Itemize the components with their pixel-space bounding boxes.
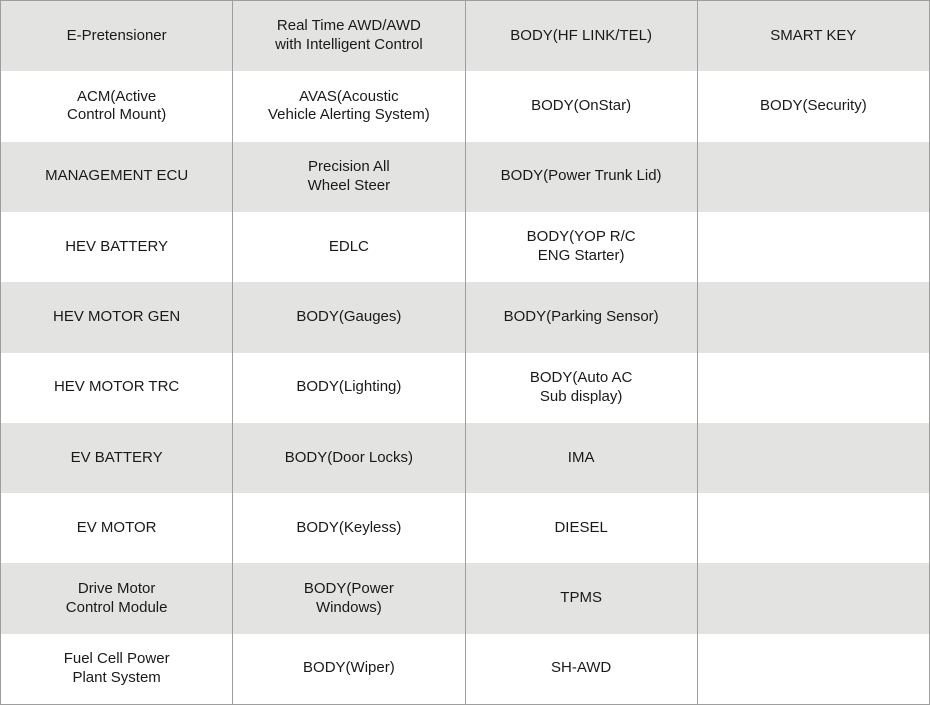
system-cell[interactable]: Real Time AWD/AWD with Intelligent Contr… bbox=[233, 1, 465, 71]
system-cell[interactable]: BODY(Wiper) bbox=[233, 634, 465, 704]
system-cell[interactable]: BODY(OnStar) bbox=[466, 71, 698, 141]
system-cell[interactable] bbox=[698, 563, 930, 633]
system-cell[interactable]: ACM(Active Control Mount) bbox=[1, 71, 233, 141]
system-cell[interactable]: SMART KEY bbox=[698, 1, 930, 71]
system-cell[interactable]: BODY(Door Locks) bbox=[233, 423, 465, 493]
system-cell[interactable] bbox=[698, 634, 930, 704]
system-cell[interactable]: BODY(Parking Sensor) bbox=[466, 282, 698, 352]
system-cell[interactable]: Drive Motor Control Module bbox=[1, 563, 233, 633]
system-cell[interactable]: MANAGEMENT ECU bbox=[1, 142, 233, 212]
system-cell[interactable]: EV BATTERY bbox=[1, 423, 233, 493]
system-cell[interactable]: EDLC bbox=[233, 212, 465, 282]
system-cell[interactable]: BODY(Power Trunk Lid) bbox=[466, 142, 698, 212]
system-cell[interactable]: SH-AWD bbox=[466, 634, 698, 704]
system-cell[interactable] bbox=[698, 353, 930, 423]
system-cell[interactable]: E-Pretensioner bbox=[1, 1, 233, 71]
system-cell[interactable]: HEV MOTOR GEN bbox=[1, 282, 233, 352]
system-cell[interactable]: BODY(Security) bbox=[698, 71, 930, 141]
system-cell[interactable]: BODY(Keyless) bbox=[233, 493, 465, 563]
system-cell[interactable]: BODY(Gauges) bbox=[233, 282, 465, 352]
system-cell[interactable]: HEV BATTERY bbox=[1, 212, 233, 282]
system-cell[interactable]: DIESEL bbox=[466, 493, 698, 563]
system-cell[interactable]: BODY(Power Windows) bbox=[233, 563, 465, 633]
system-cell[interactable]: Precision All Wheel Steer bbox=[233, 142, 465, 212]
system-cell[interactable]: EV MOTOR bbox=[1, 493, 233, 563]
system-cell[interactable] bbox=[698, 142, 930, 212]
system-cell[interactable]: Fuel Cell Power Plant System bbox=[1, 634, 233, 704]
system-cell[interactable]: BODY(HF LINK/TEL) bbox=[466, 1, 698, 71]
system-cell[interactable]: BODY(Auto AC Sub display) bbox=[466, 353, 698, 423]
system-cell[interactable]: HEV MOTOR TRC bbox=[1, 353, 233, 423]
system-cell[interactable] bbox=[698, 423, 930, 493]
system-cell[interactable]: TPMS bbox=[466, 563, 698, 633]
system-cell[interactable] bbox=[698, 212, 930, 282]
system-cell[interactable] bbox=[698, 493, 930, 563]
system-cell[interactable]: BODY(YOP R/C ENG Starter) bbox=[466, 212, 698, 282]
system-cell[interactable]: BODY(Lighting) bbox=[233, 353, 465, 423]
system-cell[interactable] bbox=[698, 282, 930, 352]
system-selection-grid: E-PretensionerReal Time AWD/AWD with Int… bbox=[0, 0, 930, 705]
system-cell[interactable]: AVAS(Acoustic Vehicle Alerting System) bbox=[233, 71, 465, 141]
system-cell[interactable]: IMA bbox=[466, 423, 698, 493]
